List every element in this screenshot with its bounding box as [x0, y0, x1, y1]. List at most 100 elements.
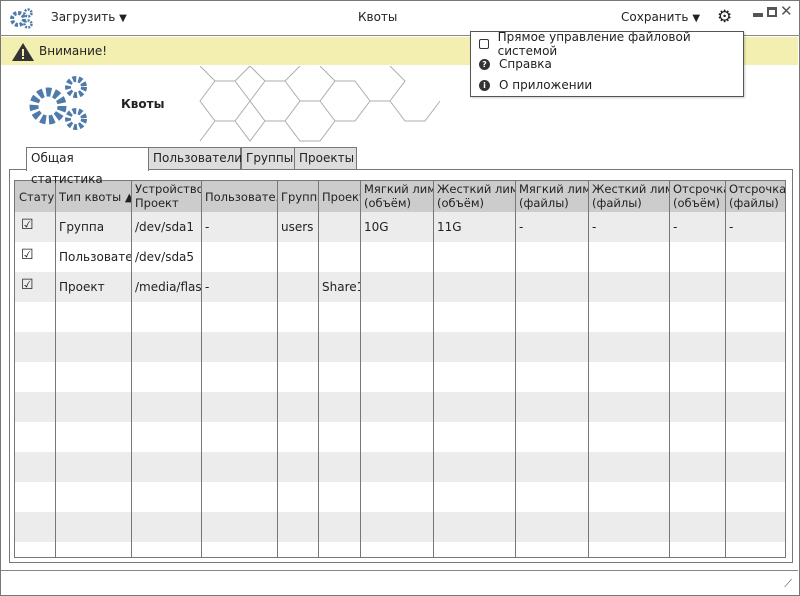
tab-panel: [9, 169, 793, 563]
column-header[interactable]: Тип квоты ▲: [55, 181, 131, 212]
table-cell: -: [205, 220, 210, 234]
column-header-label: Тип квоты ▲: [59, 190, 131, 204]
column-header[interactable]: Мягкий лимит(файлы): [515, 181, 588, 212]
column-divider[interactable]: [201, 181, 202, 557]
info-icon: i: [479, 79, 490, 91]
column-divider[interactable]: [515, 181, 516, 557]
resize-grip-icon[interactable]: ⟋: [784, 577, 792, 590]
column-header-label: Группа: [281, 190, 318, 204]
column-header-label: Жесткий лимит: [592, 182, 669, 196]
menu-item-help[interactable]: ? Справка: [479, 55, 552, 73]
gear-icon[interactable]: ⚙: [717, 7, 733, 27]
help-icon: ?: [479, 58, 490, 70]
quotas-logo-icon: [29, 76, 87, 130]
hex-background-pattern: [199, 66, 441, 142]
column-header[interactable]: Статус: [15, 181, 55, 212]
column-header[interactable]: Устройство Проект: [131, 181, 201, 212]
warning-text: Внимание!: [39, 44, 108, 58]
quota-table: СтатусТип квоты ▲УстройствоПроектПользов…: [14, 180, 786, 558]
column-header[interactable]: Пользовате.: [201, 181, 277, 212]
column-header-sublabel: (файлы): [729, 196, 779, 210]
column-divider[interactable]: [669, 181, 670, 557]
column-divider[interactable]: [131, 181, 132, 557]
table-cell: -: [673, 220, 678, 234]
column-divider[interactable]: [55, 181, 56, 557]
column-divider[interactable]: [433, 181, 434, 557]
table-cell: Share1: [322, 280, 360, 294]
settings-dropdown-menu: Прямое управление файловой системой ? Спр…: [470, 30, 744, 97]
column-header-sublabel: (файлы): [519, 196, 569, 210]
maximize-icon[interactable]: [767, 7, 777, 17]
tab-overview[interactable]: Общая статистика: [26, 147, 149, 186]
column-header[interactable]: Мягкий лимит(объём): [360, 181, 433, 212]
status-checkbox[interactable]: ☑: [21, 217, 34, 233]
table-cell: -: [729, 220, 734, 234]
load-menu-button[interactable]: Загрузить ▼: [51, 10, 127, 24]
status-checkbox[interactable]: ☑: [21, 247, 34, 263]
warning-icon: [12, 43, 34, 61]
column-header-sublabel: Проект: [135, 196, 179, 210]
column-header-label: Отсрочка: [673, 182, 725, 196]
table-cell: Пользовате.: [59, 250, 131, 264]
window-title: Квоты: [358, 10, 398, 24]
column-header-label: Статус: [19, 190, 55, 204]
table-row[interactable]: [15, 392, 785, 422]
table-cell: Проект: [59, 280, 105, 294]
minimize-icon[interactable]: [753, 13, 763, 17]
table-cell: users: [281, 220, 314, 234]
save-menu-button[interactable]: Сохранить ▼: [621, 10, 700, 24]
chevron-down-icon: ▼: [692, 13, 701, 24]
save-label: Сохранить: [621, 10, 689, 24]
table-header: [15, 181, 785, 212]
page-title: Квоты: [121, 97, 165, 111]
column-header-sublabel: (объём): [437, 196, 484, 210]
column-divider[interactable]: [360, 181, 361, 557]
column-header-sublabel: (файлы): [592, 196, 642, 210]
column-divider[interactable]: [277, 181, 278, 557]
column-header-label: Жесткий лимит: [437, 182, 515, 196]
table-cell: /media/flash: [135, 280, 201, 294]
table-cell: /dev/sda5: [135, 250, 195, 264]
column-header-label: Пользовате.: [205, 190, 277, 204]
column-header[interactable]: Жесткий лимит(объём): [433, 181, 515, 212]
table-row[interactable]: [15, 332, 785, 362]
tab-users[interactable]: Пользователи: [148, 147, 242, 170]
table-cell: -: [519, 220, 524, 234]
table-cell: 10G: [364, 220, 389, 234]
menu-item-direct-fs[interactable]: Прямое управление файловой системой: [479, 30, 743, 58]
column-divider[interactable]: [588, 181, 589, 557]
checkbox-icon[interactable]: [479, 39, 489, 49]
column-header[interactable]: Группа: [277, 181, 318, 212]
column-header-sublabel: (объём): [673, 196, 720, 210]
menu-item-label: Справка: [499, 57, 552, 71]
column-header-label: Устройство: [135, 182, 201, 196]
column-header[interactable]: Отсрочка (объём): [669, 181, 725, 212]
table-row[interactable]: [15, 212, 785, 242]
column-divider[interactable]: [725, 181, 726, 557]
column-header-label: Проект: [322, 190, 360, 204]
column-header-label: Мягкий лимит: [364, 182, 433, 196]
table-row[interactable]: [15, 512, 785, 542]
menu-item-label: О приложении: [499, 78, 593, 92]
column-header-label: Отсрочка: [729, 182, 786, 196]
menu-item-label: Прямое управление файловой системой: [497, 30, 691, 58]
table-row[interactable]: [15, 452, 785, 482]
tab-projects[interactable]: Проекты: [294, 147, 357, 170]
column-divider[interactable]: [318, 181, 319, 557]
status-checkbox[interactable]: ☑: [21, 277, 34, 293]
chevron-down-icon: ▼: [119, 13, 127, 24]
table-cell: -: [592, 220, 597, 234]
table-row[interactable]: [15, 272, 785, 302]
app-logo-icon: [10, 8, 33, 29]
title-bar: Загрузить ▼ Квоты Сохранить ▼ ⚙ ✕: [0, 0, 800, 36]
table-cell: /dev/sda1: [135, 220, 195, 234]
tab-groups[interactable]: Группы: [241, 147, 295, 170]
status-bar: ⟋: [1, 570, 798, 595]
close-icon[interactable]: ✕: [780, 2, 793, 20]
menu-item-about[interactable]: i О приложении: [479, 76, 592, 94]
column-header[interactable]: Отсрочка (файлы): [725, 181, 786, 212]
column-header-label: Мягкий лимит: [519, 182, 588, 196]
column-header[interactable]: Жесткий лимит(файлы): [588, 181, 669, 212]
load-label: Загрузить: [51, 10, 116, 24]
column-header[interactable]: Проект: [318, 181, 360, 212]
